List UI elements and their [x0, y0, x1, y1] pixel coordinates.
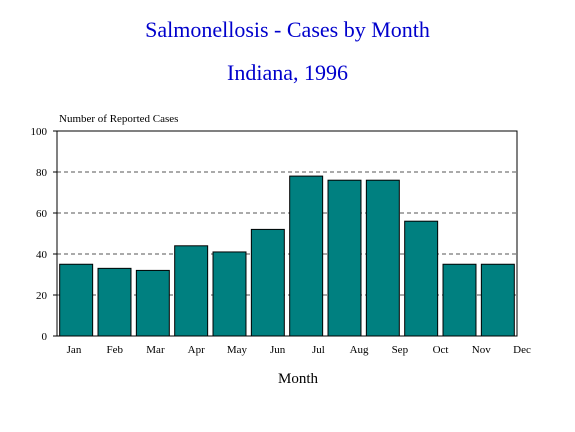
y-tick-label: 60: [36, 208, 48, 220]
y-tick-label: 100: [31, 126, 48, 138]
y-axis-label: Number of Reported Cases: [59, 113, 178, 125]
bar-dec: [480, 263, 515, 337]
x-tick-label-sep: Sep: [392, 344, 409, 356]
bar-oct: [404, 220, 439, 337]
chart-title: Salmonellosis - Cases by Month: [145, 17, 430, 42]
x-tick-label-may: May: [227, 344, 248, 356]
x-tick-label-apr: Apr: [188, 344, 205, 356]
x-tick-label-jan: Jan: [67, 344, 82, 356]
bar-jan: [59, 263, 94, 337]
bars: [59, 175, 515, 337]
bar-jul: [289, 175, 324, 337]
x-tick-label-jul: Jul: [312, 344, 325, 356]
plot-area-border: [56, 130, 518, 337]
x-tick-label-feb: Feb: [106, 344, 123, 356]
x-tick-label-jun: Jun: [270, 344, 286, 356]
bar-nov: [442, 263, 477, 337]
y-axis-ticks: 0 20 40 60 80 100: [31, 126, 57, 343]
bar-mar: [135, 269, 170, 337]
x-axis-ticks: Jan Feb Mar Apr May Jun Jul Aug Sep Oct Nov Dec: [67, 344, 531, 356]
plot-frame: [56, 130, 518, 337]
y-tick-label: 0: [42, 331, 48, 343]
bar-sep: [365, 179, 400, 337]
bar-apr: [174, 245, 209, 337]
x-tick-label-mar: Mar: [146, 344, 165, 356]
y-tick-label: 80: [36, 167, 48, 179]
bar-may: [212, 251, 247, 337]
x-tick-label-dec: Dec: [513, 344, 531, 356]
chart-subtitle: Indiana, 1996: [227, 60, 348, 85]
x-tick-label-oct: Oct: [433, 344, 449, 356]
x-axis-label: Month: [278, 371, 319, 387]
y-tick-label: 20: [36, 290, 48, 302]
x-tick-label-nov: Nov: [472, 344, 491, 356]
y-tick-label: 40: [36, 249, 48, 261]
bar-aug: [327, 179, 362, 337]
bar-feb: [97, 267, 132, 337]
x-tick-label-aug: Aug: [350, 344, 369, 356]
bar-jun: [250, 228, 285, 337]
